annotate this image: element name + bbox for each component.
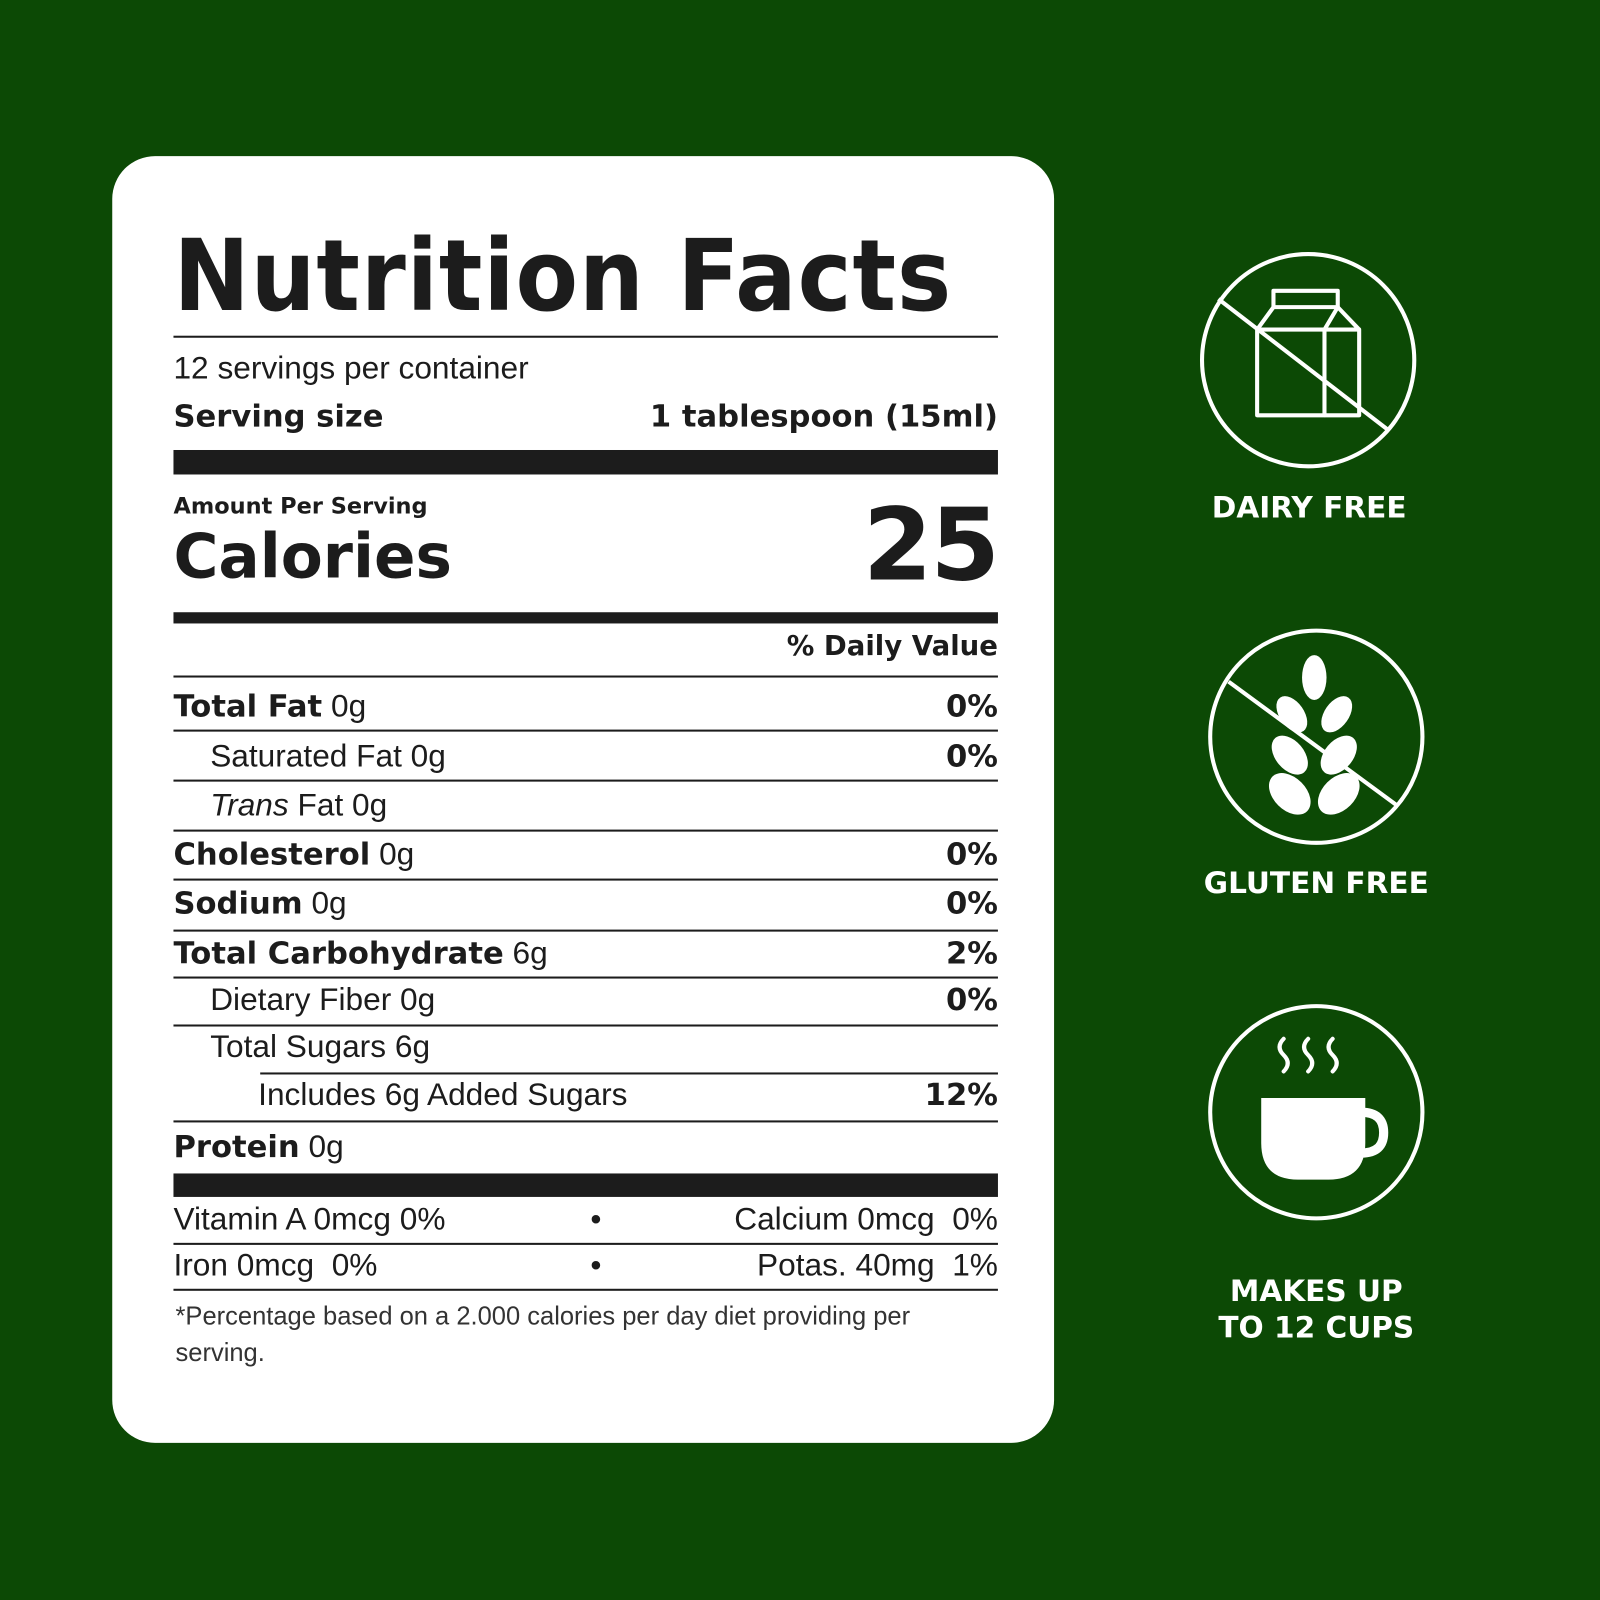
nutrient-amount: 0g [379, 835, 415, 872]
dairy-free-label: DAIRY FREE [1211, 489, 1407, 525]
serving-size-value: 1 tablespoon (15ml) [649, 398, 998, 435]
nutrient-row-protein: Protein 0g [173, 1129, 997, 1166]
nutrient-name: Total Fat [173, 688, 323, 725]
nutrient-dv: 0% [945, 688, 998, 725]
vitamin-dv: 0% [331, 1246, 378, 1283]
vitamin-name: Vitamin A 0mcg [173, 1201, 391, 1237]
servings-per-container: 12 servings per container [173, 350, 997, 387]
nutrient-dv: 2% [945, 935, 998, 972]
vitamin-dv: 0% [952, 1201, 998, 1237]
label-line: TO 12 CUPS [1218, 1310, 1415, 1345]
nutrient-amount: 0g [308, 1128, 344, 1165]
daily-value-text: % Daily Value [786, 630, 998, 663]
calories-value: 25 [862, 487, 1000, 605]
servings-text: 12 servings per container [173, 349, 529, 386]
divider [173, 1288, 998, 1291]
vitamin-row: Vitamin A 0mcg 0% • Calcium 0mcg 0% [173, 1201, 997, 1238]
divider [173, 729, 998, 732]
divider [260, 1072, 998, 1075]
thick-bar [173, 449, 998, 475]
vitamin-dv: 1% [952, 1246, 998, 1283]
bullet-separator: • [590, 1201, 602, 1237]
vitamin-row: Iron 0mcg 0% • Potas. 40mg 1% [173, 1247, 997, 1284]
nutrient-name-suffix: Fat [297, 786, 344, 823]
nutrient-name: Cholesterol [173, 836, 371, 873]
gluten-free-label: GLUTEN FREE [1203, 865, 1429, 900]
nutrient-amount: 0g [410, 737, 446, 774]
divider [173, 878, 998, 881]
nutrient-row-cholesterol: Cholesterol 0g 0% [173, 836, 997, 873]
divider [173, 829, 998, 832]
makes-up-to-12-cups-label: MAKES UP TO 12 CUPS [1163, 1272, 1469, 1345]
nutrient-dv: 0% [945, 836, 998, 873]
bullet-separator: • [590, 1246, 602, 1283]
nutrient-name: Total Sugars [210, 1028, 387, 1065]
divider [173, 976, 998, 979]
divider [173, 779, 998, 782]
divider [173, 929, 998, 932]
nutrient-row-dietary-fiber: Dietary Fiber 0g 0% [173, 981, 998, 1019]
nutrient-name: Saturated Fat [210, 737, 402, 774]
nutrient-dv: 0% [945, 738, 998, 775]
nutrient-name: Protein [173, 1129, 300, 1166]
thick-bar [173, 1173, 998, 1197]
nutrient-row-added-sugars: Includes 6g Added Sugars 12% [173, 1076, 998, 1114]
vitamin-name: Iron 0mcg [173, 1246, 315, 1283]
nutrient-amount: 6g [394, 1028, 431, 1065]
vitamin-name: Calcium 0mcg [734, 1201, 935, 1237]
nutrient-amount: 0g [311, 884, 347, 921]
divider [173, 1120, 998, 1123]
medium-bar [173, 612, 998, 624]
vitamin-dv: 0% [399, 1201, 446, 1237]
daily-value-header: % Daily Value [173, 630, 998, 663]
nutrient-row-sodium: Sodium 0g 0% [173, 885, 997, 922]
nutrient-name: Sodium [173, 885, 303, 922]
nutrient-row-trans-fat: Trans Fat 0g [173, 787, 997, 824]
divider [173, 1024, 998, 1027]
footnote: *Percentage based on a 2.000 calories pe… [175, 1302, 911, 1368]
divider [173, 1242, 998, 1245]
nutrient-amount: 0g [330, 687, 367, 724]
no-dairy-milk-carton-icon [1199, 252, 1417, 469]
nutrient-amount: 6g [512, 934, 548, 971]
nutrient-row-total-carbohydrate: Total Carbohydrate 6g 2% [173, 935, 997, 972]
amount-per-serving-text: Amount Per Serving [173, 493, 428, 520]
divider [173, 675, 998, 678]
nutrient-dv: 0% [945, 885, 998, 922]
label-title: Nutrition Facts [173, 218, 953, 334]
nutrient-dv: 12% [924, 1077, 998, 1114]
vitamin-name: Potas. 40mg [757, 1246, 935, 1283]
nutrient-name: Total Carbohydrate [173, 935, 504, 972]
no-gluten-wheat-icon [1208, 628, 1425, 845]
nutrient-dv: 0% [945, 982, 998, 1019]
nutrient-row-total-fat: Total Fat 0g 0% [173, 688, 997, 725]
amount-per-serving: Amount Per Serving [173, 494, 997, 520]
calories-label: Calories [173, 521, 452, 593]
nutrient-row-saturated-fat: Saturated Fat 0g 0% [173, 737, 998, 775]
divider [173, 335, 998, 338]
nutrient-name: Trans [210, 786, 289, 823]
label-line: MAKES UP [1229, 1273, 1403, 1309]
serving-size-label: Serving size [173, 398, 384, 435]
nutrient-amount: 0g [400, 981, 436, 1018]
serving-size-row: Serving size 1 tablespoon (15ml) [173, 399, 997, 435]
nutrition-label-card [112, 156, 1055, 1443]
nutrient-name: Includes 6g Added Sugars [258, 1076, 628, 1113]
nutrient-amount: 0g [352, 786, 388, 823]
coffee-cup-icon [1208, 1004, 1425, 1221]
nutrient-row-total-sugars: Total Sugars 6g [173, 1029, 997, 1066]
nutrient-name: Dietary Fiber [210, 981, 392, 1018]
